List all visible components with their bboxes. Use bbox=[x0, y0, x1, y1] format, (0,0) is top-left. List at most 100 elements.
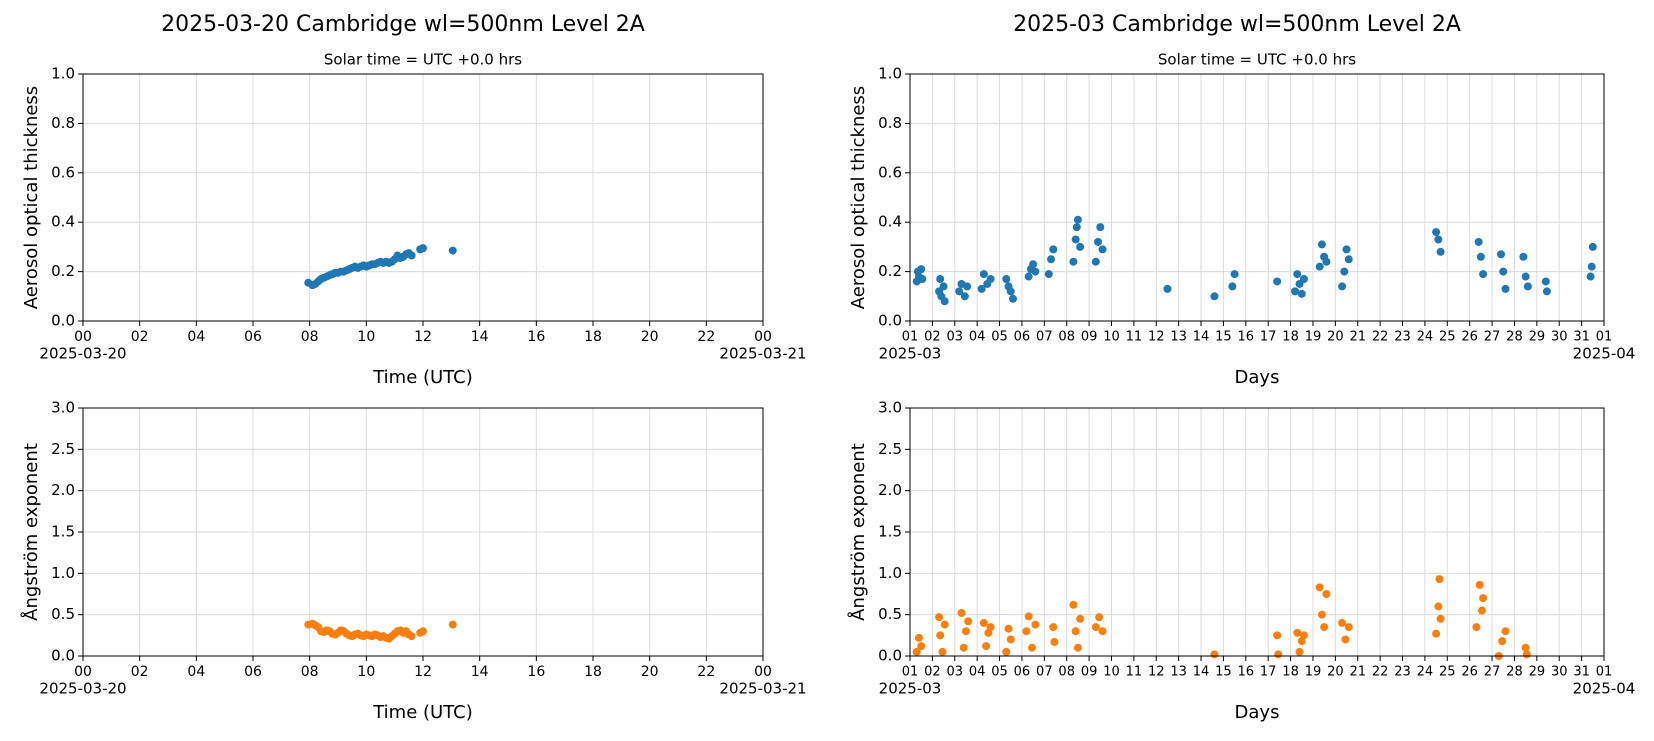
data-point bbox=[959, 643, 968, 652]
data-point bbox=[1273, 631, 1282, 640]
x-date-label: 2025-03-21 bbox=[719, 345, 806, 363]
data-point bbox=[1049, 623, 1058, 632]
axes-frame bbox=[82, 73, 764, 322]
data-point bbox=[1541, 277, 1550, 286]
data-point bbox=[936, 275, 945, 284]
data-point bbox=[960, 292, 969, 301]
data-point bbox=[1521, 643, 1530, 652]
data-point bbox=[955, 287, 964, 296]
x-tick-label: 04 bbox=[969, 665, 986, 680]
x-tick-label: 26 bbox=[1461, 330, 1478, 345]
data-point bbox=[1499, 267, 1508, 276]
data-point bbox=[1071, 627, 1080, 636]
x-tick-label: 03 bbox=[947, 330, 964, 345]
x-date-label: 2025-03 bbox=[879, 345, 942, 363]
x-tick-label: 18 bbox=[584, 664, 602, 680]
x-tick-label: 30 bbox=[1551, 330, 1568, 345]
data-point bbox=[1091, 623, 1100, 632]
y-tick-label: 2.5 bbox=[51, 440, 75, 458]
x-tick-label: 09 bbox=[1081, 330, 1098, 345]
data-point bbox=[1072, 223, 1081, 232]
data-point bbox=[1293, 270, 1302, 279]
data-point bbox=[1230, 270, 1239, 279]
y-tick-label: 0.0 bbox=[878, 312, 902, 330]
data-point bbox=[1006, 635, 1015, 644]
data-point bbox=[1076, 614, 1085, 623]
data-point bbox=[940, 297, 949, 306]
y-tick-label: 0.4 bbox=[878, 213, 902, 231]
data-point bbox=[979, 270, 988, 279]
x-tick-label: 02 bbox=[924, 665, 941, 680]
data-point bbox=[1436, 247, 1445, 256]
data-point bbox=[963, 282, 972, 291]
x-tick-label: 25 bbox=[1439, 330, 1456, 345]
x-tick-label: 31 bbox=[1573, 330, 1590, 345]
data-point bbox=[957, 609, 966, 618]
x-tick-label: 02 bbox=[131, 664, 149, 680]
data-point bbox=[1047, 255, 1056, 264]
data-point bbox=[1315, 583, 1324, 592]
x-tick-label: 05 bbox=[991, 330, 1008, 345]
data-point bbox=[1210, 650, 1219, 659]
x-tick-label: 00 bbox=[74, 664, 92, 680]
data-point bbox=[1050, 637, 1059, 646]
x-tick-label: 02 bbox=[924, 330, 941, 345]
data-point bbox=[1228, 282, 1237, 291]
x-tick-label: 20 bbox=[641, 664, 659, 680]
data-point bbox=[1317, 610, 1326, 619]
x-tick-label: 14 bbox=[1193, 330, 1210, 345]
data-point bbox=[1542, 287, 1551, 296]
data-point bbox=[1002, 647, 1011, 656]
y-tick-label: 0.0 bbox=[51, 647, 75, 665]
data-point bbox=[1210, 292, 1219, 301]
data-point bbox=[1472, 623, 1481, 632]
x-tick-label: 23 bbox=[1394, 665, 1411, 680]
data-point bbox=[1434, 602, 1443, 611]
x-tick-label: 21 bbox=[1349, 330, 1366, 345]
data-point bbox=[1024, 612, 1033, 621]
x-date-label: 2025-03-20 bbox=[39, 680, 126, 698]
x-tick-label: 11 bbox=[1126, 665, 1143, 680]
data-point bbox=[1091, 257, 1100, 266]
data-point bbox=[1006, 287, 1015, 296]
x-axis-label: Days bbox=[1235, 702, 1280, 723]
data-point bbox=[1498, 637, 1507, 646]
data-point bbox=[1432, 228, 1441, 237]
x-tick-label: 19 bbox=[1305, 665, 1322, 680]
data-point bbox=[1022, 627, 1031, 636]
x-tick-label: 15 bbox=[1215, 330, 1232, 345]
x-tick-label: 07 bbox=[1036, 330, 1053, 345]
data-point bbox=[1274, 650, 1283, 659]
data-point bbox=[1341, 635, 1350, 644]
data-point bbox=[1522, 650, 1531, 659]
axes-frame bbox=[909, 73, 1605, 322]
data-point bbox=[1098, 245, 1107, 254]
data-point bbox=[1073, 215, 1082, 224]
x-tick-label: 27 bbox=[1484, 665, 1501, 680]
x-tick-label: 00 bbox=[74, 329, 92, 345]
data-point bbox=[1002, 275, 1011, 284]
data-point bbox=[1049, 245, 1058, 254]
data-point bbox=[914, 633, 923, 642]
data-point bbox=[964, 617, 973, 626]
data-point bbox=[1587, 262, 1596, 271]
data-point bbox=[1475, 580, 1484, 589]
x-tick-label: 08 bbox=[1058, 330, 1075, 345]
x-tick-label: 06 bbox=[1014, 665, 1031, 680]
data-point bbox=[940, 620, 949, 629]
x-tick-label: 29 bbox=[1529, 330, 1546, 345]
y-tick-label: 0.6 bbox=[878, 163, 902, 181]
x-tick-label: 24 bbox=[1417, 665, 1434, 680]
x-tick-label: 09 bbox=[1081, 665, 1098, 680]
x-date-label: 2025-04 bbox=[1573, 345, 1636, 363]
data-point bbox=[1342, 245, 1351, 254]
data-point bbox=[938, 647, 947, 656]
x-tick-label: 06 bbox=[244, 664, 262, 680]
y-tick-label: 0.5 bbox=[878, 605, 902, 623]
y-axis-label: Ångström exponent bbox=[847, 443, 869, 621]
x-date-label: 2025-03-21 bbox=[719, 680, 806, 698]
y-tick-label: 1.0 bbox=[51, 564, 75, 582]
data-point bbox=[935, 613, 944, 622]
x-tick-label: 25 bbox=[1439, 665, 1456, 680]
